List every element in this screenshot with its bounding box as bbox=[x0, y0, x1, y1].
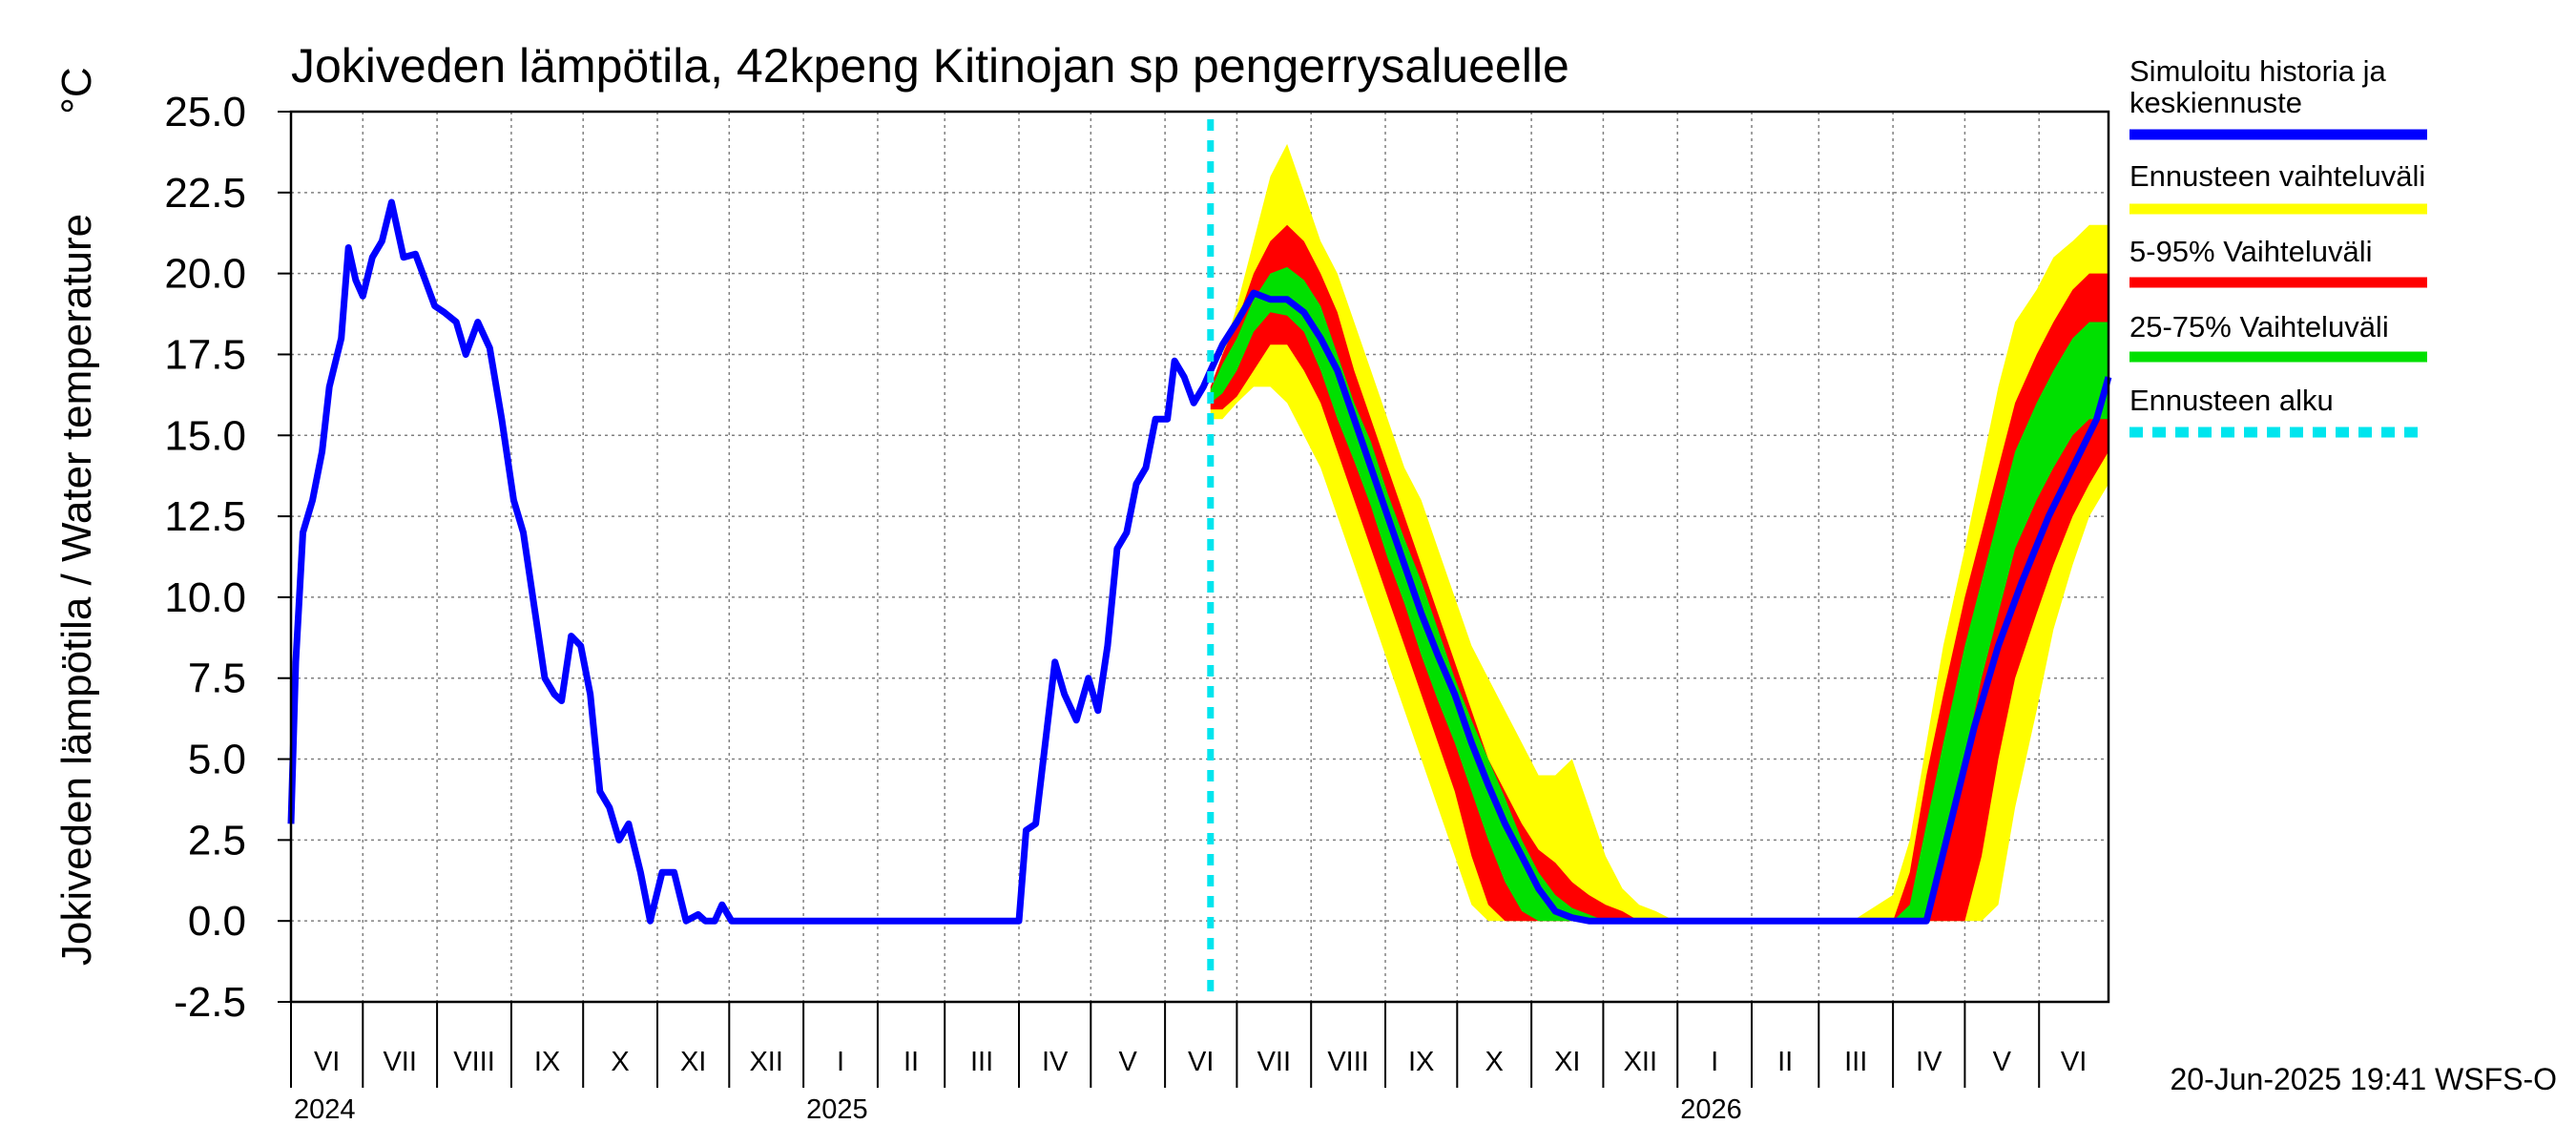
year-label: 2024 bbox=[294, 1094, 356, 1125]
y-tick-label: 15.0 bbox=[164, 412, 246, 459]
y-tick-label: -2.5 bbox=[174, 979, 246, 1026]
y-tick-label: 20.0 bbox=[164, 251, 246, 298]
y-tick-label: 22.5 bbox=[164, 170, 246, 217]
month-label: VIII bbox=[1327, 1047, 1369, 1077]
legend-label-line2: keskiennuste bbox=[2129, 86, 2302, 119]
month-label: V bbox=[1993, 1047, 2012, 1077]
month-label: VI bbox=[2061, 1047, 2087, 1077]
month-label: VII bbox=[1257, 1047, 1291, 1077]
y-tick-label: 10.0 bbox=[164, 574, 246, 621]
month-label: XI bbox=[1554, 1047, 1580, 1077]
month-label: IV bbox=[1042, 1047, 1069, 1077]
legend-label: Ennusteen alku bbox=[2129, 384, 2334, 417]
y-tick-label: 5.0 bbox=[188, 737, 246, 783]
month-label: XI bbox=[680, 1047, 706, 1077]
plot-frame bbox=[289, 110, 2110, 1004]
month-label: VI bbox=[1188, 1047, 1214, 1077]
year-label: 2026 bbox=[1680, 1094, 1742, 1125]
month-label: II bbox=[904, 1047, 919, 1077]
y-axis-unit: °C bbox=[53, 67, 100, 114]
month-label: IX bbox=[1408, 1047, 1434, 1077]
y-tick-label: 12.5 bbox=[164, 493, 246, 540]
month-label: VII bbox=[383, 1047, 416, 1077]
month-label: X bbox=[1485, 1047, 1504, 1077]
month-label: IV bbox=[1916, 1047, 1942, 1077]
month-label: XII bbox=[749, 1047, 782, 1077]
month-label: X bbox=[611, 1047, 629, 1077]
y-tick-label: 0.0 bbox=[188, 898, 246, 945]
legend-label: 5-95% Vaihteluväli bbox=[2129, 235, 2372, 268]
axes: 25.0 22.5 20.0 17.5 15.0 12.5 10.0 7.5 5.0 2.5 0.0… bbox=[164, 89, 2110, 1125]
month-label: V bbox=[1119, 1047, 1138, 1077]
legend-label: Simuloitu historia ja bbox=[2129, 54, 2387, 88]
year-label: 2025 bbox=[806, 1094, 868, 1125]
y-tick-label: 25.0 bbox=[164, 89, 246, 135]
forecast-bands bbox=[1210, 143, 2109, 922]
legend-label: 25-75% Vaihteluväli bbox=[2129, 310, 2389, 344]
footer-timestamp: 20-Jun-2025 19:41 WSFS-O bbox=[2170, 1062, 2557, 1096]
month-label: III bbox=[1844, 1047, 1867, 1077]
month-label: I bbox=[837, 1047, 844, 1077]
legend-label: Ennusteen vaihteluväli bbox=[2129, 159, 2425, 193]
y-axis-label: Jokiveden lämpötila / Water temperature bbox=[53, 214, 100, 966]
y-tick-label: 7.5 bbox=[188, 656, 246, 702]
month-label: VI bbox=[314, 1047, 340, 1077]
y-tick-label: 17.5 bbox=[164, 331, 246, 378]
y-tick-label: 2.5 bbox=[188, 817, 246, 864]
month-label: II bbox=[1777, 1047, 1793, 1077]
history-median-line bbox=[287, 198, 2112, 925]
month-label: XII bbox=[1624, 1047, 1657, 1077]
chart-title: Jokiveden lämpötila, 42kpeng Kitinojan s… bbox=[291, 39, 1569, 93]
month-label: IX bbox=[534, 1047, 560, 1077]
month-label: III bbox=[970, 1047, 993, 1077]
series-lines bbox=[287, 119, 2112, 1002]
month-label: I bbox=[1711, 1047, 1718, 1077]
month-label: VIII bbox=[453, 1047, 495, 1077]
